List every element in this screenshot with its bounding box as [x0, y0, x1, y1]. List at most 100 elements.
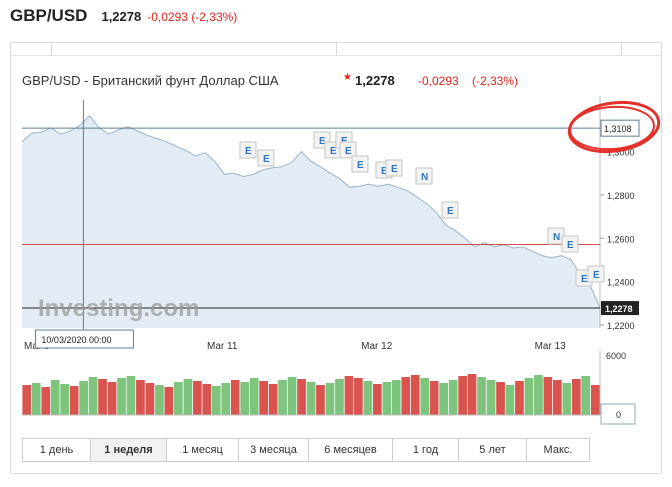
volume-bar [164, 387, 174, 415]
period-button[interactable]: 1 месяц [167, 439, 239, 461]
price-area [22, 115, 600, 328]
volume-bar [439, 383, 448, 415]
volume-bar [155, 385, 164, 415]
y-tick-label: 1,3000 [607, 148, 635, 158]
volume-plot-area: 6000 0 [22, 351, 636, 425]
crosshair-price-label: 1,3108 [604, 124, 632, 134]
volume-bar [79, 381, 88, 415]
event-marker [587, 265, 605, 283]
volume-bar [477, 377, 486, 415]
event-marker [351, 155, 369, 173]
chart-change-pct: (-2,33%) [472, 74, 518, 88]
volume-bar [363, 381, 373, 415]
volume-tick-label: 6000 [606, 351, 626, 361]
volume-bar [382, 382, 392, 415]
volume-bar [98, 379, 107, 415]
event-marker-label: N [421, 172, 428, 183]
toolbar-separator [51, 43, 52, 55]
volume-bar [60, 384, 69, 415]
volume-bar [467, 374, 477, 415]
volume-bar [278, 380, 287, 415]
toolbar-separator [336, 43, 337, 55]
x-tick-label: Mar 11 [207, 341, 238, 352]
event-marker-label: E [245, 146, 252, 157]
volume-bar [249, 378, 259, 415]
volume-bar [22, 385, 32, 415]
volume-bar [316, 385, 325, 415]
period-selector: 1 день 1 неделя 1 месяц 3 месяца 6 месяцев 1 … [22, 438, 590, 462]
event-marker [339, 141, 357, 159]
highlight-circle [567, 100, 661, 154]
chart-toolbar [11, 43, 661, 56]
volume-bar [297, 379, 306, 415]
period-button[interactable]: 1 день [23, 439, 91, 461]
volume-value-box [600, 403, 636, 425]
volume-bar [268, 384, 278, 415]
volume-bar [448, 380, 458, 415]
y-tick-label: 1,2600 [607, 234, 635, 244]
volume-bar [534, 375, 543, 415]
period-button[interactable]: 1 год [393, 439, 459, 461]
volume-bar [458, 376, 467, 415]
event-marker-label: N [553, 232, 560, 243]
chart-frame [10, 42, 662, 474]
volume-bar [287, 377, 297, 415]
event-marker-label: E [319, 136, 326, 147]
last-price-flag [601, 301, 639, 316]
volume-bar [515, 381, 524, 415]
volume-bar [107, 382, 117, 415]
volume-bar [572, 379, 581, 415]
event-marker-label: E [581, 274, 588, 285]
volume-bar [543, 377, 553, 415]
volume-bar [202, 384, 212, 415]
volume-bar [410, 375, 420, 415]
volume-bar [136, 380, 145, 415]
volume-bar [391, 380, 401, 415]
volume-bar [183, 379, 193, 415]
event-marker-label: E [357, 160, 364, 171]
event-marker-label: E [330, 146, 337, 157]
price-change: -0,0293 (-2,33%) [147, 10, 238, 24]
crosshair-date-label: 10/03/2020 00:00 [41, 335, 111, 345]
event-marker-label: E [447, 206, 454, 217]
period-button[interactable]: 3 месяца [239, 439, 309, 461]
volume-bar [429, 381, 439, 415]
volume-tick-label: 0 [616, 410, 621, 420]
volume-bar [69, 386, 79, 415]
volume-bar [325, 383, 335, 415]
volume-bar [126, 376, 136, 415]
event-marker-label: E [567, 240, 574, 251]
volume-bar [193, 381, 202, 415]
event-marker [385, 159, 403, 177]
volume-bar [145, 383, 155, 415]
volume-bar [590, 385, 600, 415]
event-marker-label: E [263, 154, 270, 165]
y-tick-label: 1,2800 [607, 191, 635, 201]
volume-bar [581, 376, 591, 415]
volume-bar [486, 380, 496, 415]
volume-bar [117, 378, 126, 415]
crosshair-date-box [34, 329, 134, 349]
chart-title: GBP/USD - Британский фунт Доллар США [22, 73, 279, 88]
period-button[interactable]: 6 месяцев [309, 439, 393, 461]
last-price: 1,2278 [101, 9, 142, 24]
volume-bar [240, 382, 249, 415]
crosshair-price-box [600, 119, 640, 137]
event-marker-label: E [345, 146, 352, 157]
volume-bar [524, 378, 534, 415]
period-button[interactable]: Макс. [543, 444, 573, 456]
y-tick-label: 1,2200 [607, 321, 635, 331]
chart-overlay [567, 100, 661, 154]
event-marker [561, 235, 579, 253]
period-button[interactable]: 1 неделя [91, 439, 167, 461]
volume-bar [88, 377, 98, 415]
volume-bar [496, 382, 505, 415]
symbol-title: GBP/USD [10, 6, 88, 25]
volume-bar [221, 383, 231, 415]
last-price-flag-label: 1,2278 [605, 304, 633, 314]
volume-bar [505, 385, 515, 415]
period-button[interactable]: 5 лет [459, 439, 527, 461]
star-icon[interactable]: ★ [343, 72, 352, 83]
